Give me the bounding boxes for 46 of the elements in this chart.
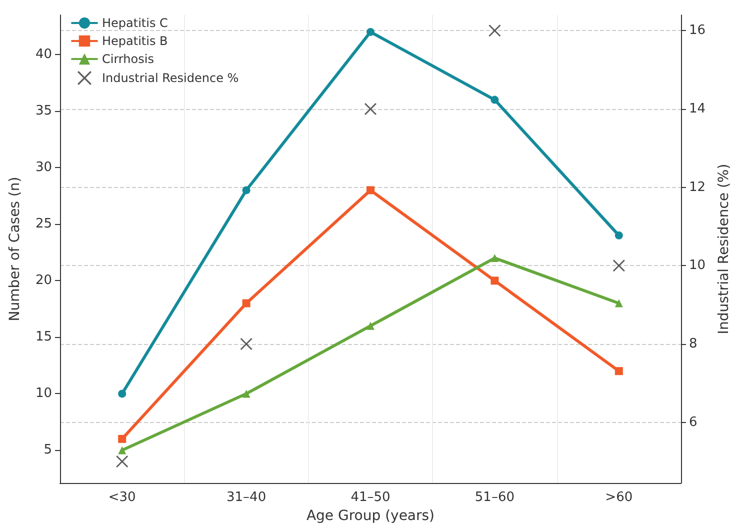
point bbox=[366, 28, 374, 36]
legend-label: Hepatitis C bbox=[102, 16, 168, 30]
y2-tick-label: 16 bbox=[689, 23, 706, 38]
point bbox=[118, 446, 126, 454]
point bbox=[116, 455, 128, 468]
y-tick-label: 40 bbox=[35, 47, 52, 62]
y-axis-title: Number of Cases (n) bbox=[7, 176, 23, 322]
point bbox=[240, 338, 252, 350]
y-tick-label: 30 bbox=[35, 160, 52, 176]
y2-tick-label: 8 bbox=[689, 336, 698, 352]
legend-label: Cirrhosis bbox=[102, 52, 154, 66]
point bbox=[242, 390, 250, 398]
point bbox=[488, 24, 501, 37]
point bbox=[364, 102, 376, 115]
y-tick-label: 20 bbox=[35, 273, 52, 288]
y2-tick-label: 6 bbox=[689, 414, 698, 430]
x-tick-label: 51–60 bbox=[474, 490, 514, 505]
point bbox=[366, 186, 374, 194]
y2-tick-label: 10 bbox=[689, 258, 706, 274]
x-tick-label: 31–40 bbox=[226, 490, 266, 505]
x-tick-label: 41–50 bbox=[350, 490, 390, 505]
legend-label: Industrial Residence % bbox=[102, 71, 239, 85]
x-axis-title: Age Group (years) bbox=[306, 508, 435, 524]
point bbox=[490, 254, 499, 262]
point bbox=[490, 276, 499, 285]
y-tick-label: 35 bbox=[35, 104, 52, 119]
point bbox=[612, 260, 625, 272]
legend-label: Hepatitis B bbox=[102, 34, 168, 48]
point bbox=[242, 186, 250, 194]
y2-tick-label: 12 bbox=[689, 180, 706, 195]
point bbox=[242, 299, 250, 308]
x-tick-label: >60 bbox=[605, 490, 633, 505]
y2-axis-title: Industrial Residence (%) bbox=[716, 164, 732, 334]
point bbox=[614, 231, 623, 240]
x-tick-label: <30 bbox=[108, 490, 136, 505]
point bbox=[614, 367, 623, 376]
point bbox=[614, 299, 623, 308]
point bbox=[490, 96, 499, 104]
point bbox=[118, 434, 126, 443]
point bbox=[366, 322, 374, 330]
y-tick-label: 10 bbox=[35, 386, 52, 402]
y2-tick-label: 14 bbox=[689, 101, 706, 116]
point bbox=[118, 390, 126, 398]
y-tick-label: 5 bbox=[44, 442, 52, 458]
y-tick-label: 15 bbox=[35, 330, 52, 345]
y-tick-label: 25 bbox=[35, 216, 52, 232]
